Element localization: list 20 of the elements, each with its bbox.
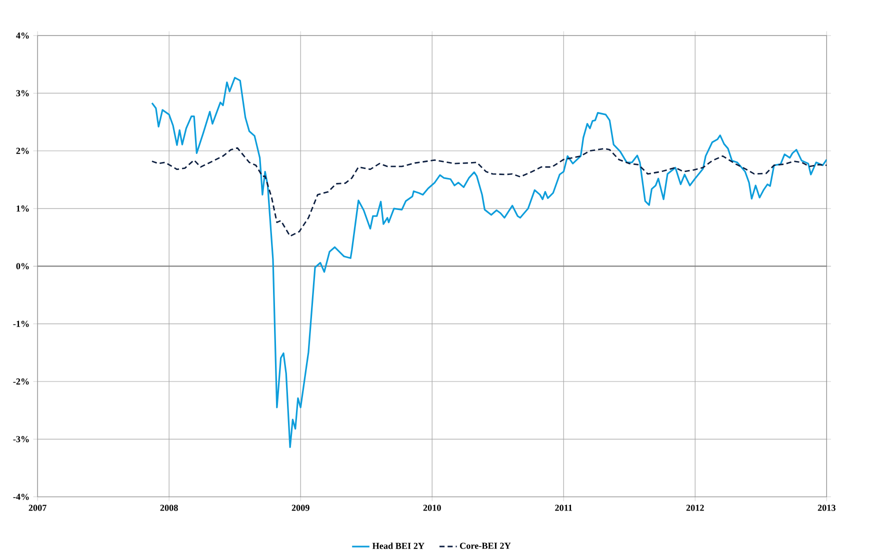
y-tick-label: -2% — [13, 378, 29, 385]
legend-label: Core-BEI 2Y — [460, 542, 511, 550]
line-series — [151, 77, 827, 448]
x-tick-label: 2013 — [818, 504, 836, 512]
line-series — [151, 147, 827, 238]
x-tick-label: 2010 — [423, 504, 441, 512]
y-tick-label: 1% — [16, 206, 29, 212]
x-tick-label: 2008 — [160, 504, 178, 512]
y-tick-label: -1% — [13, 320, 29, 328]
y-tick-label: -4% — [13, 494, 29, 500]
y-tick-label: 3% — [16, 90, 29, 97]
x-tick-label: 2012 — [686, 504, 704, 512]
legend-label: Head BEI 2Y — [372, 542, 424, 550]
y-tick-label: 2% — [16, 148, 29, 154]
x-tick-label: 2009 — [292, 504, 310, 512]
y-tick-label: 0% — [16, 263, 29, 270]
y-tick-label: -3% — [13, 436, 29, 442]
x-tick-label: 2011 — [555, 504, 572, 512]
x-tick-label: 2007 — [28, 504, 46, 512]
y-tick-label: 4% — [16, 32, 29, 39]
